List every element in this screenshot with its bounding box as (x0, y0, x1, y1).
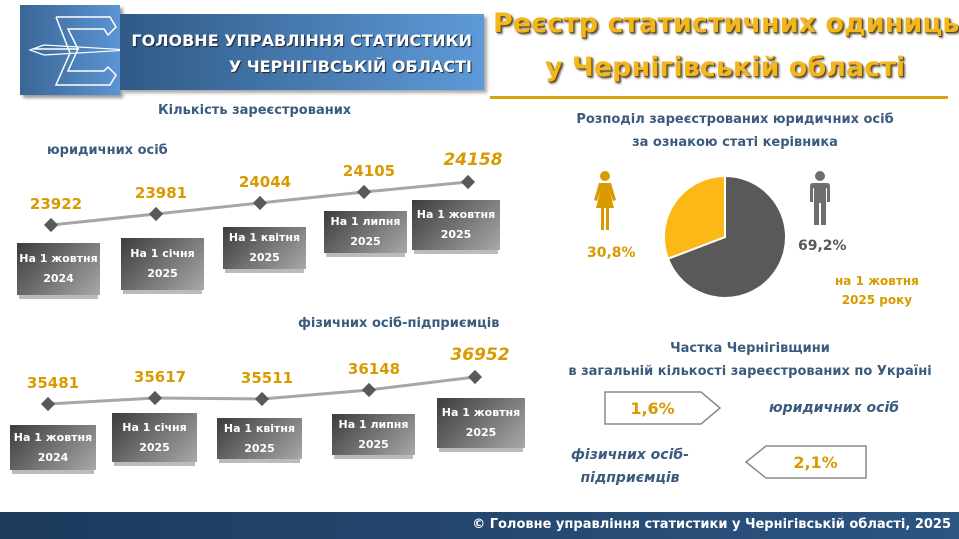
page-title-line1: Реєстр статистичних одиниць (493, 8, 959, 39)
pie-date-note: на 1 жовтня 2025 року (835, 272, 919, 310)
date-label-box: На 1 жовтня 2025 (412, 200, 500, 250)
gender-title-line2: за ознакою статі керівника (632, 135, 838, 150)
male-share-label: 69,2% (798, 238, 847, 254)
data-point-marker (361, 382, 377, 398)
data-label: 24044 (238, 173, 292, 191)
category-label: На 1 жовтня (13, 430, 93, 444)
data-label: 35481 (26, 374, 80, 392)
category-label: На 1 січня (130, 247, 195, 260)
data-point-marker (43, 217, 59, 233)
legal-share-arrow-box (604, 391, 722, 425)
data-label: 23922 (29, 195, 83, 213)
share-title: Частка Чернігівщини в загальній кількост… (560, 337, 940, 383)
footer: © Головне управління статистики у Черніг… (0, 512, 959, 539)
date-label-box: На 1 жовтня 2024 (10, 425, 96, 470)
page-title-line2: у Чернігівській області (545, 52, 906, 83)
date-label-box: На 1 липня 2025 (324, 211, 407, 253)
data-label: 23981 (134, 184, 188, 202)
pie-slice-male (666, 174, 787, 299)
date-label-box: На 1 квітня 2025 (223, 227, 306, 269)
data-point-marker (460, 174, 476, 190)
data-label: 36148 (347, 360, 401, 378)
gender-title-line1: Розподіл зареєстрованих юридичних осіб (576, 112, 894, 127)
footer-copyright: © Головне управління статистики у Черніг… (472, 517, 951, 532)
date-label-box: На 1 січня 2025 (112, 413, 197, 462)
data-point-marker (467, 369, 483, 385)
legal-title-line1: Кількість зареєстрованих (158, 103, 352, 118)
data-point-marker (356, 184, 372, 200)
timeline-lines (40, 174, 483, 412)
legal-share-value: 1,6% (630, 398, 675, 418)
data-point-marker (148, 206, 164, 222)
category-label: На 1 жовтня (441, 406, 521, 419)
category-label: 2025 (350, 235, 381, 248)
category-label: 2025 (358, 437, 389, 451)
date-label-box: На 1 квітня 2025 (217, 418, 302, 459)
pie-slice-female (663, 174, 726, 261)
date-label-box: На 1 січня 2025 (121, 238, 204, 290)
individual-share-label-line2: підприємців (580, 470, 680, 486)
share-title-line2: в загальній кількості зареєстрованих по … (568, 364, 932, 379)
category-label: На 1 січня (122, 420, 187, 434)
female-share-label: 30,8% (587, 245, 636, 261)
pie-note-line1: на 1 жовтня (835, 274, 919, 288)
data-point-marker (254, 391, 270, 407)
category-label: 2025 (139, 440, 170, 454)
category-label: 2025 (465, 426, 497, 439)
data-label: 24158 (443, 150, 503, 170)
individual-share-label-line1: фізичних осіб- (571, 447, 689, 463)
org-name-line2: У ЧЕРНІГІВСЬКІЙ ОБЛАСТІ (228, 57, 472, 76)
data-point-marker (252, 195, 268, 211)
title-underline (490, 96, 948, 99)
data-point-marker (40, 396, 56, 412)
data-point-marker (147, 390, 163, 406)
individual-share-value: 2,1% (793, 452, 838, 472)
category-label: 2025 (440, 228, 472, 241)
date-label-box: На 1 жовтня 2024 (17, 243, 100, 295)
category-label: 2024 (43, 272, 74, 285)
individual-share-arrow-box (744, 445, 867, 479)
data-label: 36952 (450, 345, 510, 365)
gender-title: Розподіл зареєстрованих юридичних осіб з… (570, 108, 900, 154)
category-label: На 1 квітня (223, 421, 296, 435)
legal-share-label: юридичних осіб (769, 400, 900, 416)
category-label: 2025 (249, 251, 280, 264)
female-icon (594, 171, 616, 230)
category-label: На 1 липня (338, 417, 409, 431)
share-title-line1: Частка Чернігівщини (670, 341, 830, 356)
category-label: На 1 квітня (228, 231, 301, 244)
category-label: 2025 (147, 267, 178, 280)
date-label-box: На 1 липня 2025 (332, 414, 415, 455)
legal-title-line2: юридичних осіб (47, 143, 168, 158)
gender-pie-chart (663, 174, 787, 299)
male-icon (810, 171, 830, 225)
data-label: 35511 (240, 369, 294, 387)
pie-note-line2: 2025 року (841, 293, 913, 307)
individual-title: фізичних осіб-підприємців (298, 316, 500, 331)
date-label-box: На 1 жовтня 2025 (437, 398, 525, 448)
org-name-line1: ГОЛОВНЕ УПРАВЛІННЯ СТАТИСТИКИ (131, 31, 472, 50)
data-label: 24105 (342, 162, 396, 180)
individual-share-label: фізичних осіб- підприємців (565, 444, 695, 490)
org-banner: ГОЛОВНЕ УПРАВЛІННЯ СТАТИСТИКИ У ЧЕРНІГІВ… (120, 14, 484, 90)
category-label: На 1 жовтня (416, 208, 496, 221)
data-label: 35617 (133, 368, 187, 386)
category-label: На 1 жовтня (19, 252, 98, 265)
category-label: 2024 (37, 450, 69, 464)
category-label: На 1 липня (330, 215, 401, 228)
category-label: 2025 (244, 441, 275, 455)
